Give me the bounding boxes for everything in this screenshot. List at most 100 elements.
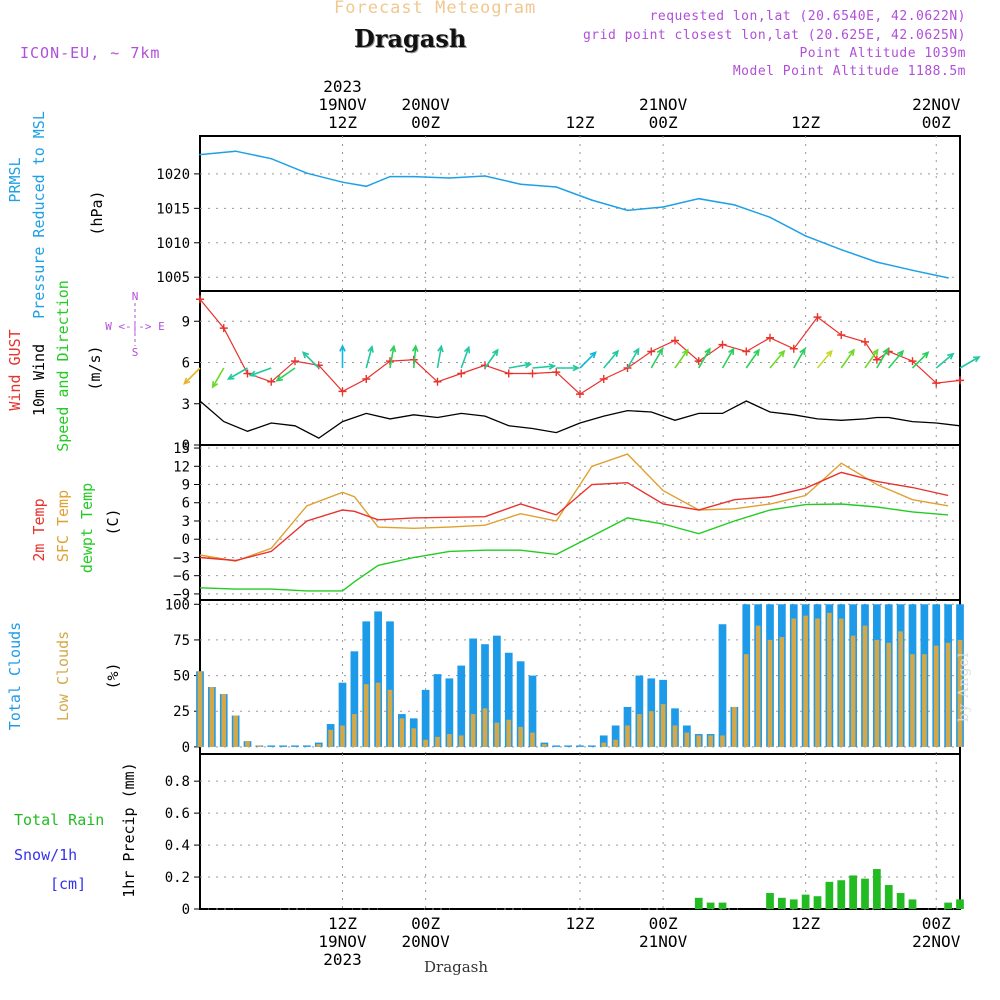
wind-direction-arrow xyxy=(650,348,663,369)
wind-gust-marker xyxy=(766,333,774,342)
bottom-time-label: 22NOV xyxy=(912,932,961,951)
chart-title: Forecast Meteogram xyxy=(334,0,537,18)
wind-gust-marker xyxy=(671,336,679,345)
precip-ytick-label: 0 xyxy=(182,902,190,918)
wind-arrow-head xyxy=(524,361,533,369)
wind-arrow-head xyxy=(183,377,191,385)
wind-gust-line xyxy=(199,298,961,395)
low-cloud-bar xyxy=(423,739,428,747)
pressure-point xyxy=(947,277,949,279)
precip-ytick-label: 0.8 xyxy=(165,774,190,790)
temp-label-dewpt: dewpt Temp xyxy=(78,483,96,573)
low-cloud-bar xyxy=(257,745,262,747)
wind-direction-arrow xyxy=(412,346,417,369)
wind-speed-line xyxy=(199,400,961,439)
wind-arrow-head xyxy=(491,348,499,357)
wind-gust-marker xyxy=(196,295,204,304)
wind-gust-marker xyxy=(861,337,869,346)
low-cloud-bar xyxy=(458,735,464,747)
total-cloud-bar xyxy=(279,745,287,747)
wind-direction-arrow xyxy=(212,367,225,388)
temperature-ytick-label: 15 xyxy=(173,441,190,457)
total-cloud-bar xyxy=(445,678,454,747)
low-cloud-bar xyxy=(245,741,250,747)
low-cloud-bar xyxy=(625,725,630,747)
compass-south: S xyxy=(132,346,139,359)
bottom-time-label: 2023 xyxy=(323,950,362,969)
low-cloud-bar xyxy=(957,639,963,747)
low-cloud-bar xyxy=(542,744,547,747)
precip-label-cm: [cm] xyxy=(50,875,86,893)
wind-direction-arrow xyxy=(276,367,296,382)
low-cloud-bar xyxy=(613,739,618,747)
precip-label-snow: Snow/1h xyxy=(14,846,77,864)
top-time-label: 20NOV xyxy=(402,95,451,114)
wind-gust-marker xyxy=(552,368,561,377)
temp-units: (C) xyxy=(104,508,122,535)
pressure-point xyxy=(365,185,368,188)
low-cloud-bar xyxy=(922,654,927,747)
pressure-label-prmsl: PRMSL xyxy=(6,157,24,202)
wind-gust-marker xyxy=(932,379,941,388)
low-cloud-bar xyxy=(363,684,369,747)
pressure-panel-frame xyxy=(199,135,961,292)
wind-direction-arrow xyxy=(228,367,248,380)
wind-units: (m/s) xyxy=(86,345,104,390)
wind-gust-marker xyxy=(338,387,347,396)
wind-direction-arrow xyxy=(959,356,980,369)
pressure-point xyxy=(412,175,415,178)
rain-bar xyxy=(956,899,964,909)
wind-direction-arrow xyxy=(840,349,855,369)
wind-arrow-head xyxy=(753,348,760,357)
low-cloud-bar xyxy=(518,726,523,747)
low-cloud-bar xyxy=(233,715,238,747)
footer-location: Dragash xyxy=(424,958,489,976)
wind-arrow-head xyxy=(871,348,879,357)
cloud-units: (%) xyxy=(104,662,122,689)
wind-gust-marker xyxy=(599,375,608,383)
wind-gust-marker xyxy=(576,390,584,399)
low-cloud-bar xyxy=(530,732,535,747)
wind-arrow-head xyxy=(589,351,597,359)
wind-arrow-head xyxy=(367,344,374,353)
wind-gust-marker xyxy=(813,313,822,322)
total-cloud-bar xyxy=(481,644,489,747)
rain-bar xyxy=(896,893,905,909)
low-cloud-bar xyxy=(435,736,440,747)
low-cloud-bar xyxy=(827,612,832,747)
wind-direction-arrow xyxy=(302,351,320,369)
low-cloud-bar xyxy=(862,625,868,747)
pressure-point xyxy=(341,181,344,183)
rain-bar xyxy=(825,881,834,909)
bottom-time-label: 20NOV xyxy=(402,932,451,951)
requested-coords: requested lon,lat (20.6540E, 42.0622N) xyxy=(649,9,966,24)
wind-gust-marker xyxy=(362,375,371,383)
pressure-point xyxy=(876,261,878,263)
low-cloud-bar xyxy=(482,708,488,747)
wind-arrow-head xyxy=(248,370,257,377)
wind-direction-arrow xyxy=(183,367,201,385)
rain-bar xyxy=(884,885,893,909)
total-cloud-bar xyxy=(588,745,596,747)
wind-direction-arrow xyxy=(603,350,619,369)
wind-gust-marker xyxy=(291,357,299,366)
low-cloud-bar xyxy=(874,639,880,747)
top-time-label: 21NOV xyxy=(639,95,688,114)
rain-bar xyxy=(694,897,703,909)
pressure-point xyxy=(911,269,914,272)
pressure-point xyxy=(389,175,391,178)
bottom-time-label: 00Z xyxy=(411,914,440,933)
low-cloud-bar xyxy=(506,719,512,747)
total-cloud-bar xyxy=(374,611,382,747)
low-cloud-bar xyxy=(340,725,345,747)
low-cloud-bar xyxy=(660,704,666,747)
bottom-time-label: 12Z xyxy=(566,914,595,933)
wind-direction-arrow xyxy=(793,348,806,369)
low-cloud-bar xyxy=(708,735,713,747)
pressure-point xyxy=(591,199,593,201)
total-cloud-bar xyxy=(267,745,276,747)
point-altitude: Point Altitude 1039m xyxy=(799,46,966,61)
low-cloud-bar xyxy=(387,689,393,747)
wind-gust-marker xyxy=(647,347,656,356)
total-cloud-bar xyxy=(457,665,466,747)
